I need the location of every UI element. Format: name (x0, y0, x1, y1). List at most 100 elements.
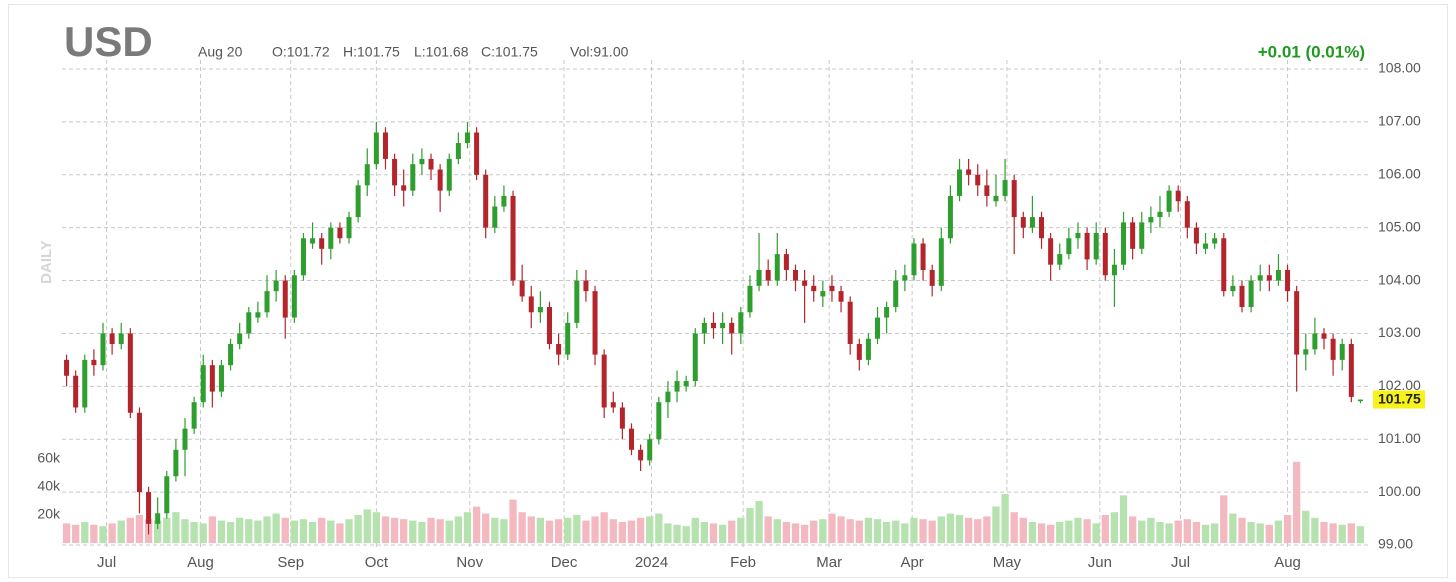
candle-body (674, 381, 680, 392)
candle-body (173, 449, 179, 477)
candle-body (355, 185, 361, 218)
change: +0.01 (0.01%) (1258, 42, 1365, 61)
volume-bar (381, 516, 390, 543)
candle-body (1002, 180, 1008, 196)
volume-bar (1229, 513, 1237, 543)
volume-bar (855, 520, 863, 543)
candle-body (1148, 217, 1154, 223)
candle-body (911, 243, 917, 276)
x-tick-label: May (993, 554, 1022, 571)
candle-body (319, 238, 325, 249)
candle-body (701, 322, 707, 334)
candle-body (802, 280, 808, 286)
volume-bar (673, 524, 681, 543)
x-tick-label: Aug (187, 554, 214, 571)
candle-body (191, 402, 197, 429)
volume-bar (974, 519, 982, 543)
candle-body (975, 174, 981, 186)
volume-bar (1129, 516, 1137, 543)
volume-bar (837, 516, 845, 543)
candle-body (829, 285, 835, 292)
candle-body (920, 243, 926, 270)
volume-bar (1302, 510, 1310, 543)
candle-body (1275, 269, 1281, 281)
volume-bar (62, 523, 71, 543)
volume-bar (463, 512, 472, 543)
volume-bar (1329, 523, 1337, 543)
volume-bar (318, 517, 326, 543)
volume-bar (1101, 515, 1109, 543)
volume-bar (873, 519, 882, 543)
frame (8, 4, 1448, 578)
candle-body (1102, 232, 1108, 276)
candle-body (938, 238, 944, 286)
candle-body (501, 195, 507, 207)
candle-body (893, 280, 899, 307)
candle-body (264, 291, 270, 313)
candle-body (337, 227, 343, 239)
volume-tick-label: 20k (37, 506, 61, 522)
volume-bar (582, 520, 590, 543)
volume-bar (354, 515, 362, 543)
candle-body (638, 449, 644, 461)
volume-bar (627, 520, 636, 543)
candle-body (255, 312, 261, 318)
candle-body (528, 296, 534, 313)
candle-body (574, 280, 580, 323)
volume-bar (1220, 495, 1228, 543)
candle-body (328, 227, 334, 249)
candle-body (1184, 201, 1190, 228)
volume-bar (90, 524, 98, 543)
candle-body (455, 143, 461, 159)
volume-bar (864, 517, 873, 543)
volume-bar (281, 517, 289, 543)
candle-body (82, 359, 88, 408)
volume-bar (1293, 461, 1301, 543)
x-tick-label: Mar (816, 554, 842, 571)
volume-bar (618, 522, 627, 543)
candle-body (474, 132, 480, 175)
volume-bar (1056, 522, 1064, 543)
candle-body (947, 195, 953, 239)
volume-bar (609, 519, 617, 543)
period-label: DAILY (38, 240, 55, 284)
volume-bar (472, 506, 481, 543)
volume-bar (491, 517, 499, 543)
candle-body (73, 375, 79, 408)
candle-body (592, 291, 598, 355)
candle-body (1303, 349, 1309, 355)
volume-bar (345, 519, 353, 543)
volume-bar (1010, 512, 1018, 543)
volume-bar (1356, 526, 1365, 543)
candle-body (91, 359, 97, 366)
candle-body (984, 185, 990, 196)
volume-bar (245, 519, 253, 543)
x-tick-label: Jun (1088, 554, 1112, 571)
volume-bar (573, 515, 581, 543)
volume-bar (299, 519, 308, 543)
candle-body (884, 307, 890, 318)
candle-body (282, 280, 288, 318)
candle-body (1029, 217, 1035, 228)
volume-bar (928, 520, 936, 543)
candle-body (246, 312, 252, 334)
volume-bar (1074, 517, 1082, 543)
candle-body (993, 195, 999, 202)
candle-body (155, 513, 161, 524)
candle-body (683, 381, 689, 387)
candle-body (1139, 222, 1145, 249)
candle-body (729, 322, 735, 334)
candle-body (164, 476, 170, 514)
volume-bar (81, 522, 89, 543)
candle-body (902, 275, 908, 281)
volume-bar (163, 517, 171, 543)
candle-body (838, 291, 844, 302)
candle-body (1285, 269, 1291, 292)
x-tick-label: Nov (456, 554, 483, 571)
volume-bar (600, 512, 608, 543)
candle-body (1011, 180, 1017, 218)
candle-body (419, 158, 425, 165)
volume-bar (1083, 519, 1091, 543)
candle-body (856, 344, 862, 360)
volume-bar (1256, 523, 1264, 543)
